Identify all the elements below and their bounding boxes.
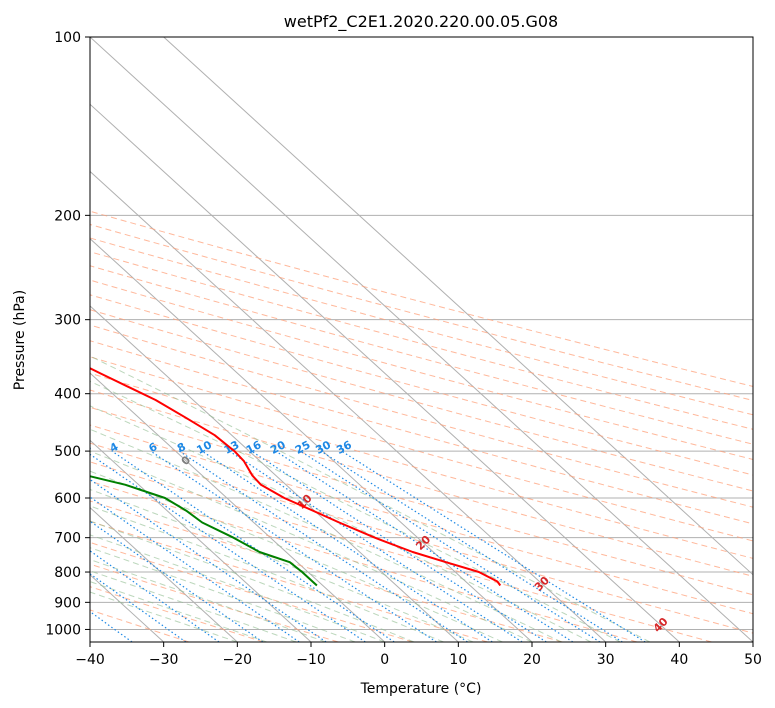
moist-adiabat [90, 380, 621, 642]
mixing-ratio-line [275, 450, 574, 642]
moist-adiabat [90, 520, 415, 642]
mixing-ratio-label: 30 [313, 438, 333, 457]
mixing-ratio-label: 20 [268, 438, 288, 457]
y-tick-label: 500 [54, 444, 81, 460]
y-tick-label: 300 [54, 313, 81, 329]
x-tick-label: 30 [597, 652, 615, 668]
y-tick-label: 700 [54, 531, 81, 547]
isotherm-line [90, 506, 238, 642]
dry-adiabat [90, 210, 753, 387]
y-tick-label: 1000 [45, 622, 81, 638]
mixing-ratio-label: 36 [334, 438, 354, 457]
mixing-ratio-line [150, 450, 437, 642]
moist-adiabat [90, 591, 238, 642]
isotherm-line [163, 37, 753, 576]
x-tick-label: 0 [380, 652, 389, 668]
plot-frame [89, 36, 754, 643]
mixing-ratio-label: 16 [244, 438, 264, 457]
isotherm-line [90, 305, 459, 642]
x-tick-label: −20 [223, 652, 253, 668]
dry-adiabat [90, 461, 712, 642]
moist-adiabat [90, 559, 326, 642]
x-tick-label: −30 [149, 652, 179, 668]
x-tick-label: 50 [744, 652, 762, 668]
moist-adiabat [90, 355, 651, 642]
isotherm-line [90, 170, 607, 642]
dry-adiabat [90, 237, 753, 416]
dry-adiabat [90, 279, 753, 460]
dewpoint-profile [90, 475, 318, 587]
moist-adiabat [90, 405, 592, 642]
y-tick-label: 900 [54, 595, 81, 611]
isotherm-line [90, 37, 753, 642]
dry-adiabat [90, 265, 753, 445]
mixing-ratio-line [90, 496, 300, 642]
y-tick-label: 400 [54, 387, 81, 403]
mixing-ratio-label: 10 [194, 438, 214, 457]
chart-title: wetPf2_C2E1.2020.220.00.05.G08 [284, 12, 558, 32]
moist-adiabat [90, 505, 444, 642]
dry-adiabat [90, 251, 753, 430]
temperature-profile [90, 367, 502, 587]
dry-adiabat [90, 406, 753, 596]
dry-adiabat [90, 372, 753, 559]
isotherm-line [90, 439, 312, 642]
x-tick-label: 10 [449, 652, 467, 668]
moist-adiabat [90, 547, 356, 642]
x-axis-label: Temperature (°C) [360, 681, 482, 697]
plot-area: 0.10.20.40.611.52346810131620253036-100-… [90, 37, 753, 642]
axes: −40 −30 −20 −10 0 10 20 30 40 50 100 200 300 400 500 60… [45, 30, 762, 668]
dry-adiabat [90, 294, 753, 476]
y-tick-label: 800 [54, 565, 81, 581]
x-tick-label: −40 [75, 652, 105, 668]
mixing-ratio-line [320, 450, 623, 642]
x-tick-label: −10 [296, 652, 326, 668]
dry-adiabat [90, 389, 753, 577]
mixing-ratio-line [300, 450, 601, 642]
y-axis-label: Pressure (hPa) [12, 290, 28, 390]
y-tick-label: 200 [54, 208, 81, 224]
isotherm-line [90, 103, 680, 642]
y-tick-label: 100 [54, 30, 81, 46]
mixing-ratio-line [90, 478, 327, 642]
isotherm-line [90, 372, 386, 642]
mixing-ratio-line [90, 453, 366, 642]
x-tick-label: 20 [523, 652, 541, 668]
moist-adiabat [90, 450, 533, 642]
mixing-ratio-line [111, 450, 395, 642]
mixing-ratio-label: 25 [293, 438, 313, 457]
y-tick-label: 600 [54, 491, 81, 507]
x-tick-label: 40 [670, 652, 688, 668]
dry-adiabat [90, 223, 753, 401]
mixing-ratio-line [178, 450, 468, 642]
mixing-ratio-line [341, 450, 646, 642]
dry-adiabat [90, 480, 638, 642]
